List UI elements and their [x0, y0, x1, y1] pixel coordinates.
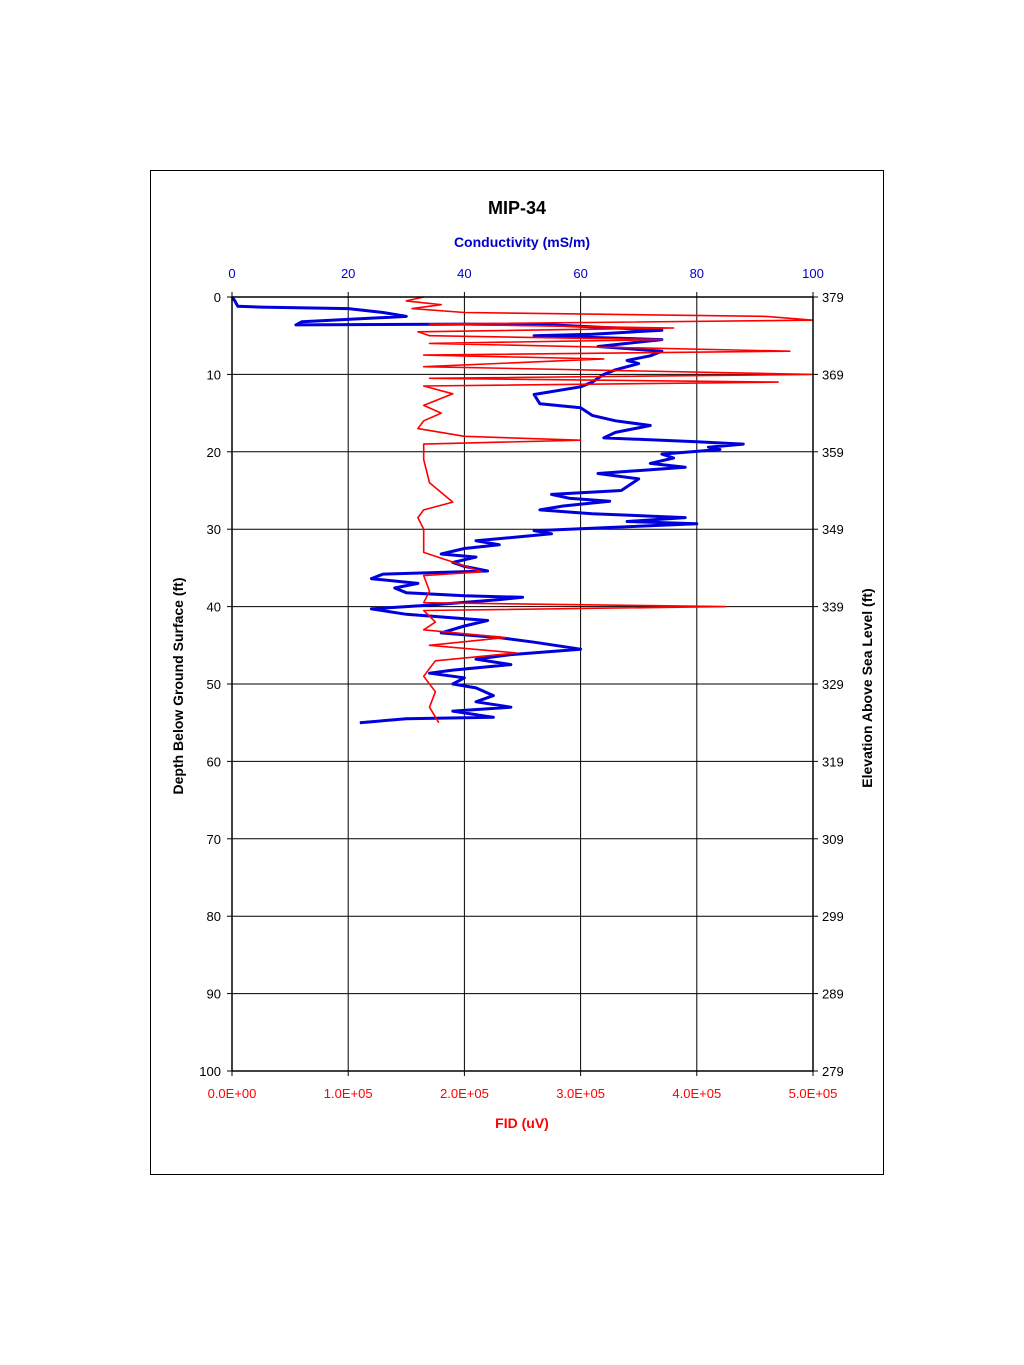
- conductivity-series-line: [230, 296, 745, 725]
- left-axis-title: Depth Below Ground Surface (ft): [170, 578, 186, 795]
- right-tick-label: 299: [822, 909, 844, 924]
- left-tick-label: 60: [207, 754, 221, 769]
- chart-title: MIP-34: [488, 198, 546, 218]
- right-tick-label: 379: [822, 290, 844, 305]
- left-tick-label: 70: [207, 832, 221, 847]
- top-tick-label: 20: [341, 266, 355, 281]
- right-tick-label: 339: [822, 600, 844, 615]
- left-tick-label: 90: [207, 987, 221, 1002]
- top-tick-label: 60: [573, 266, 587, 281]
- left-tick-label: 20: [207, 445, 221, 460]
- bottom-tick-label: 1.0E+05: [324, 1086, 373, 1101]
- bottom-tick-label: 4.0E+05: [672, 1086, 721, 1101]
- right-tick-label: 349: [822, 522, 844, 537]
- bottom-tick-label: 5.0E+05: [789, 1086, 838, 1101]
- right-tick-label: 279: [822, 1064, 844, 1079]
- top-tick-label: 80: [690, 266, 704, 281]
- left-tick-label: 50: [207, 677, 221, 692]
- fid-series-line: [405, 296, 814, 724]
- right-tick-label: 319: [822, 754, 844, 769]
- right-axis-title: Elevation Above Sea Level (ft): [859, 588, 875, 787]
- bottom-axis-title: FID (uV): [495, 1115, 549, 1131]
- left-tick-label: 40: [207, 600, 221, 615]
- bottom-tick-label: 0.0E+00: [208, 1086, 257, 1101]
- bottom-tick-label: 3.0E+05: [556, 1086, 605, 1101]
- right-tick-label: 329: [822, 677, 844, 692]
- right-tick-label: 289: [822, 987, 844, 1002]
- right-tick-label: 359: [822, 445, 844, 460]
- left-tick-label: 100: [199, 1064, 221, 1079]
- chart-frame: [150, 170, 884, 1175]
- left-tick-label: 30: [207, 522, 221, 537]
- grid-lines: [231, 296, 814, 1072]
- left-tick-label: 10: [207, 367, 221, 382]
- top-tick-label: 40: [457, 266, 471, 281]
- right-tick-label: 309: [822, 832, 844, 847]
- left-tick-label: 80: [207, 909, 221, 924]
- top-tick-label: 100: [802, 266, 824, 281]
- tick-labels: 0 10 20 30 40 50 60 70 80 90 100 379 369 359 349 339 329…: [199, 266, 843, 1101]
- bottom-tick-label: 2.0E+05: [440, 1086, 489, 1101]
- top-axis-title: Conductivity (mS/m): [454, 234, 590, 250]
- right-tick-label: 369: [822, 367, 844, 382]
- left-tick-label: 0: [214, 290, 221, 305]
- top-tick-label: 0: [228, 266, 235, 281]
- series-layer: [230, 296, 814, 725]
